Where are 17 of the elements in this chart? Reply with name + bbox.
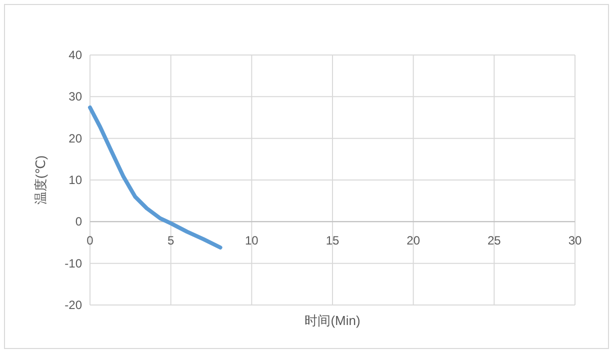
x-tick-label: 5 (167, 234, 174, 248)
x-tick-label: 15 (326, 234, 340, 248)
x-tick-label: 20 (406, 234, 420, 248)
y-tick-label: 10 (68, 173, 82, 187)
x-tick-label: 30 (568, 234, 582, 248)
x-tick-label: 10 (244, 234, 259, 248)
line-series (88, 106, 222, 250)
y-tick-label: 30 (68, 90, 82, 104)
y-tick-label: -20 (64, 298, 82, 312)
y-tick-label: 0 (75, 214, 82, 229)
y-tick-label: -10 (64, 256, 82, 270)
x-tick-label: 0 (86, 234, 94, 248)
x-tick-label: 25 (487, 234, 502, 248)
y-axis-title: 温度(℃) (33, 155, 48, 205)
y-tick-label: 20 (68, 131, 82, 146)
x-axis-title: 时间(Min) (304, 313, 360, 328)
y-tick-label: 40 (68, 48, 82, 62)
